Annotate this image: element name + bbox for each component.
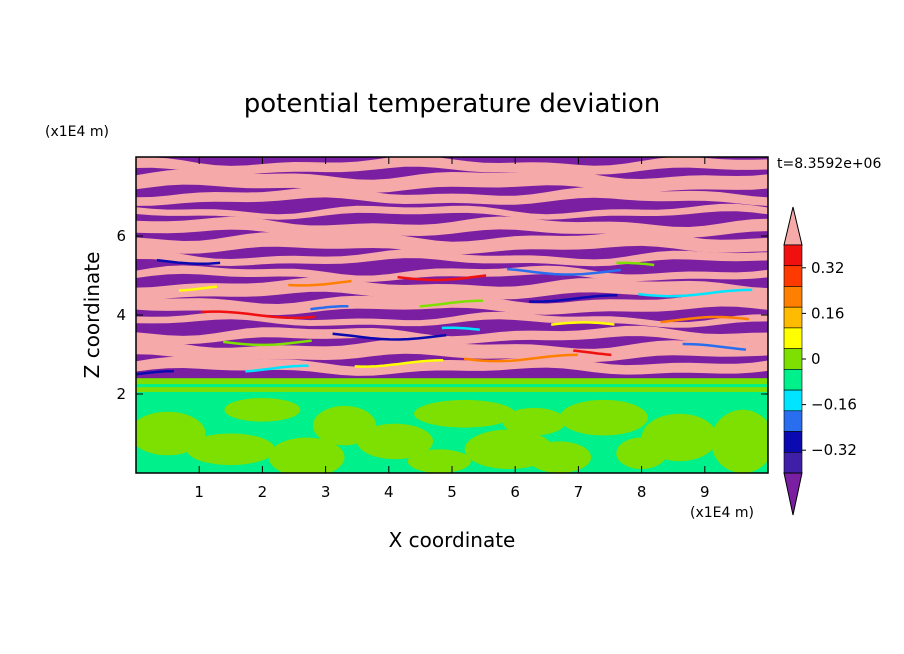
lime-blob (357, 423, 434, 460)
pink-stripe (136, 203, 768, 220)
filament (397, 274, 487, 282)
filament (638, 288, 753, 298)
x-tick-label: 7 (574, 483, 584, 501)
pink-stripe (136, 231, 768, 255)
x-tick-label: 8 (637, 483, 647, 501)
pink-stripe (136, 216, 768, 238)
y-unit-label: (x1E4 m) (45, 124, 109, 140)
filament (419, 299, 484, 308)
filament (288, 279, 352, 287)
lime-blob (268, 437, 345, 473)
colorbar-segment (783, 244, 803, 267)
lime-blob (414, 399, 516, 428)
filament (354, 359, 444, 368)
colorbar-segment (783, 286, 803, 308)
filament (551, 321, 615, 326)
x-tick-label: 2 (258, 483, 268, 501)
pink-stripe (136, 325, 768, 345)
lime-blob (616, 437, 667, 470)
colorbar-segment (783, 431, 803, 453)
colorbar-extend-high (783, 206, 803, 246)
filament (529, 294, 618, 303)
y-axis-label: Z coordinate (80, 252, 104, 379)
colorbar-extend-low (783, 472, 803, 516)
pink-stripe (136, 169, 768, 193)
filament (223, 339, 312, 347)
colorbar-segment (783, 369, 803, 391)
filament (332, 332, 447, 341)
transition-line (136, 384, 768, 388)
colorbar-segment (783, 451, 803, 474)
colorbar-tick-label: 0.32 (811, 259, 844, 277)
y-tick-label: 2 (116, 385, 126, 403)
filament (616, 261, 655, 267)
filament (245, 364, 309, 373)
x-tick-label: 3 (321, 483, 331, 501)
x-tick-label: 4 (384, 483, 394, 501)
filament (136, 369, 174, 376)
lime-blob (559, 399, 648, 436)
filament (156, 258, 221, 266)
pink-stripe (136, 186, 768, 206)
colorbar-tick-label: 0.16 (811, 304, 844, 322)
colorbar-segment (783, 348, 803, 370)
colorbar-tick-label: −0.32 (811, 441, 857, 459)
lime-blob (136, 411, 206, 456)
filament (441, 326, 480, 332)
filament (682, 342, 747, 351)
filament (463, 353, 578, 363)
colorbar-segment (783, 327, 803, 349)
lime-blob (711, 409, 768, 473)
x-tick-label: 6 (510, 483, 520, 501)
pink-stripe (136, 311, 768, 328)
colorbar-tick-label: −0.16 (811, 396, 857, 414)
filament (178, 285, 218, 292)
filament (310, 304, 349, 311)
pink-stripe (136, 249, 768, 267)
time-label: t=8.3592e+06 (777, 156, 881, 172)
pink-stripe (136, 157, 768, 175)
pink-stripe (136, 356, 768, 376)
filament (506, 267, 621, 276)
x-unit-label: (x1E4 m) (690, 505, 754, 521)
filament (201, 310, 315, 320)
colorbar-segment (783, 410, 803, 432)
lime-blob (224, 397, 301, 422)
pink-stripe (136, 293, 768, 316)
filament (573, 349, 612, 357)
y-tick-label: 6 (116, 227, 126, 245)
filament (660, 315, 750, 324)
lime-blob (502, 407, 566, 436)
pink-stripe (136, 265, 768, 282)
x-tick-label: 1 (194, 483, 204, 501)
pink-stripe (136, 338, 768, 363)
colorbar-segment (783, 265, 803, 287)
x-axis-ticks: 1 2 3 4 5 6 7 8 9 (194, 157, 710, 501)
x-tick-label: 5 (447, 483, 457, 501)
x-axis-label: X coordinate (389, 528, 516, 552)
y-axis-ticks: 2 4 6 (116, 227, 768, 403)
colorbar-segment (783, 389, 803, 412)
contour-field (136, 157, 768, 473)
colorbar-tick-label: 0 (811, 350, 821, 368)
pink-stripe (136, 277, 768, 301)
x-tick-label: 9 (700, 483, 710, 501)
lime-blob (527, 441, 592, 473)
colorbar: 0.32 0.16 0 −0.16 −0.32 (783, 206, 857, 516)
lime-blob (407, 449, 471, 473)
colorbar-segment (783, 306, 803, 329)
chart-title: potential temperature deviation (244, 89, 660, 119)
lime-blob (186, 433, 276, 466)
y-tick-label: 4 (116, 306, 126, 324)
